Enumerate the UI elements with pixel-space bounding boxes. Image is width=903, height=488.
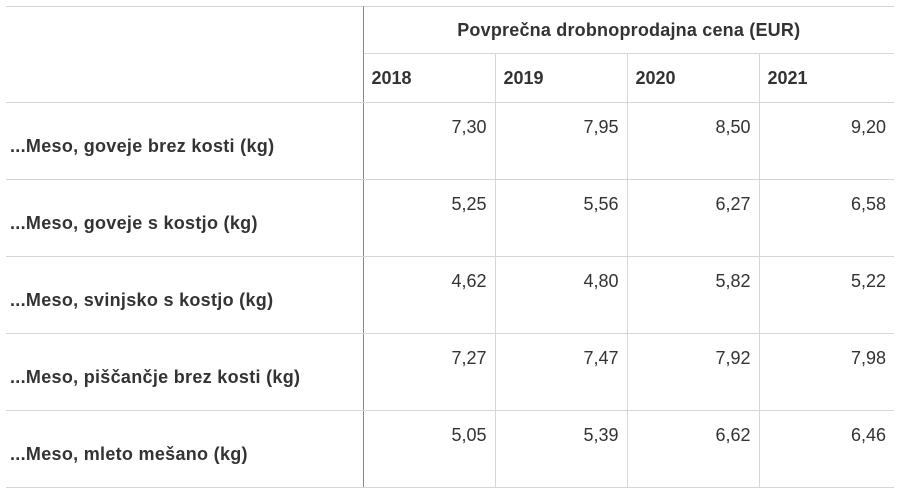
value-cell: 7,98 bbox=[759, 333, 894, 411]
year-header-2018: 2018 bbox=[363, 53, 496, 103]
row-label: ...Meso, piščančje brez kosti (kg) bbox=[6, 333, 364, 411]
value-cell: 5,25 bbox=[363, 179, 496, 257]
year-header-2021: 2021 bbox=[759, 53, 894, 103]
value-cell: 6,46 bbox=[759, 410, 894, 488]
value-cell: 4,62 bbox=[363, 256, 496, 334]
value-cell: 7,27 bbox=[363, 333, 496, 411]
value-cell: 4,80 bbox=[495, 256, 628, 334]
table-row: ...Meso, goveje brez kosti (kg) 7,30 7,9… bbox=[6, 102, 894, 180]
value-cell: 5,56 bbox=[495, 179, 628, 257]
value-cell: 7,30 bbox=[363, 102, 496, 180]
value-cell: 5,22 bbox=[759, 256, 894, 334]
value-cell: 5,05 bbox=[363, 410, 496, 488]
value-cell: 6,27 bbox=[627, 179, 760, 257]
header-row-group: Povprečna drobnoprodajna cena (EUR) bbox=[6, 6, 894, 103]
year-header-2020: 2020 bbox=[627, 53, 760, 103]
table-row: ...Meso, mleto mešano (kg) 5,05 5,39 6,6… bbox=[6, 410, 894, 488]
value-cell: 6,62 bbox=[627, 410, 760, 488]
group-header: Povprečna drobnoprodajna cena (EUR) bbox=[363, 6, 894, 54]
row-label: ...Meso, goveje s kostjo (kg) bbox=[6, 179, 364, 257]
corner-cell bbox=[6, 6, 364, 103]
row-label: ...Meso, svinjsko s kostjo (kg) bbox=[6, 256, 364, 334]
price-table-container: Povprečna drobnoprodajna cena (EUR) 2018… bbox=[6, 6, 894, 488]
value-cell: 6,58 bbox=[759, 179, 894, 257]
row-label: ...Meso, goveje brez kosti (kg) bbox=[6, 102, 364, 180]
value-cell: 5,82 bbox=[627, 256, 760, 334]
row-label: ...Meso, mleto mešano (kg) bbox=[6, 410, 364, 488]
value-cell: 9,20 bbox=[759, 102, 894, 180]
value-cell: 5,39 bbox=[495, 410, 628, 488]
table-row: ...Meso, piščančje brez kosti (kg) 7,27 … bbox=[6, 333, 894, 411]
year-header-2019: 2019 bbox=[495, 53, 628, 103]
table-row: ...Meso, svinjsko s kostjo (kg) 4,62 4,8… bbox=[6, 256, 894, 334]
price-table: Povprečna drobnoprodajna cena (EUR) 2018… bbox=[6, 6, 894, 488]
value-cell: 7,47 bbox=[495, 333, 628, 411]
value-cell: 8,50 bbox=[627, 102, 760, 180]
table-row: ...Meso, goveje s kostjo (kg) 5,25 5,56 … bbox=[6, 179, 894, 257]
header-row-years: 2018 2019 2020 2021 bbox=[6, 53, 894, 103]
value-cell: 7,92 bbox=[627, 333, 760, 411]
value-cell: 7,95 bbox=[495, 102, 628, 180]
